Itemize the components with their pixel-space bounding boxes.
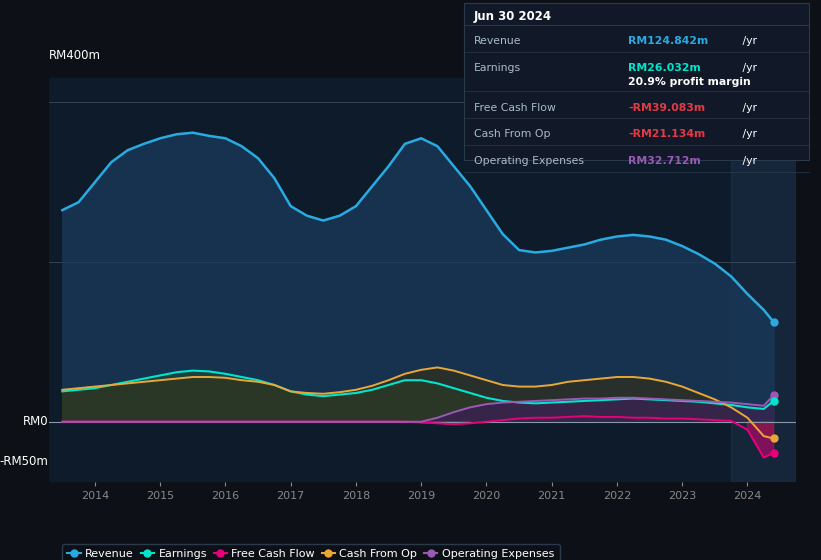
Text: /yr: /yr [739, 156, 757, 166]
Text: RM32.712m: RM32.712m [628, 156, 701, 166]
Text: -RM21.134m: -RM21.134m [628, 129, 705, 139]
Text: -RM39.083m: -RM39.083m [628, 102, 705, 113]
Text: /yr: /yr [739, 36, 757, 46]
Text: Free Cash Flow: Free Cash Flow [474, 102, 556, 113]
Text: RM124.842m: RM124.842m [628, 36, 709, 46]
Text: -RM50m: -RM50m [0, 455, 48, 468]
Text: RM400m: RM400m [49, 49, 101, 62]
Text: Cash From Op: Cash From Op [474, 129, 550, 139]
Text: RM0: RM0 [23, 415, 48, 428]
Text: /yr: /yr [739, 129, 757, 139]
Bar [732, 78, 796, 482]
Text: 20.9% profit margin: 20.9% profit margin [628, 77, 751, 87]
Text: /yr: /yr [739, 63, 757, 73]
Text: /yr: /yr [739, 102, 757, 113]
Text: Jun 30 2024: Jun 30 2024 [474, 10, 552, 22]
Text: Revenue: Revenue [474, 36, 521, 46]
Text: Earnings: Earnings [474, 63, 521, 73]
Legend: Revenue, Earnings, Free Cash Flow, Cash From Op, Operating Expenses: Revenue, Earnings, Free Cash Flow, Cash … [62, 544, 560, 560]
Text: RM26.032m: RM26.032m [628, 63, 701, 73]
Text: Operating Expenses: Operating Expenses [474, 156, 584, 166]
